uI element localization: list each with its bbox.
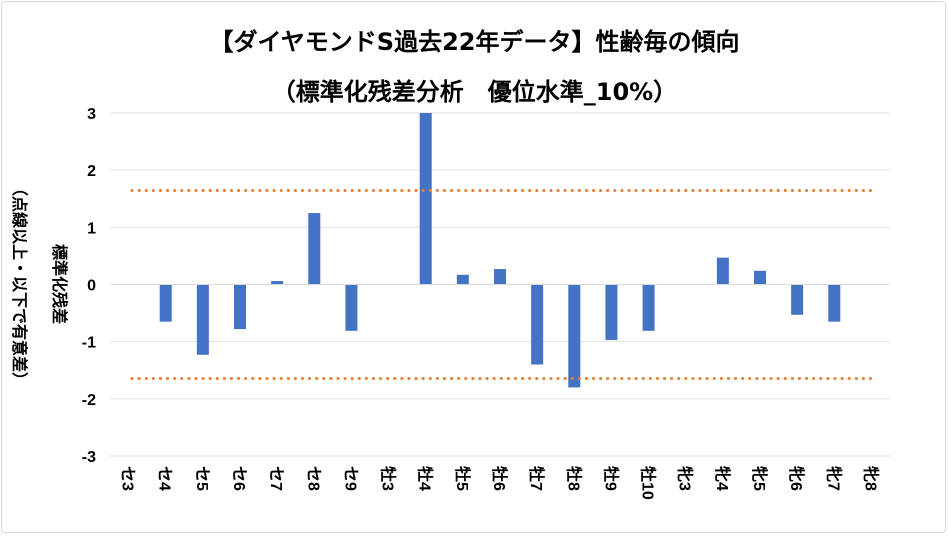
- bar-牡5: [456, 274, 469, 285]
- bar-セ6: [234, 284, 246, 330]
- bar-セ5: [196, 284, 209, 355]
- chart-subtitle: （標準化残差分析 優位水準_10%）: [271, 78, 678, 106]
- x-tick-label: セ8: [304, 466, 321, 491]
- x-tick-label: セ7: [267, 466, 284, 491]
- bar-牡8: [568, 284, 581, 388]
- bar-牡6: [494, 269, 506, 285]
- x-tick-label: 牝5: [750, 466, 769, 491]
- bar-牝5: [754, 270, 766, 285]
- x-tick-label: セ4: [156, 466, 173, 491]
- bar-牝4: [716, 257, 729, 285]
- bar-牝6: [791, 284, 804, 315]
- x-tick-label: 牝6: [787, 466, 806, 491]
- x-tick-label: セ5: [193, 466, 210, 491]
- y-axis-label: 標準化残差: [50, 244, 69, 324]
- x-tick-label: 牝4: [713, 466, 732, 491]
- x-tick-label: 牡4: [416, 466, 435, 491]
- chart-title: 【ダイヤモンドS過去22年データ】性齢毎の傾向: [209, 28, 740, 56]
- x-tick-label: 牡5: [453, 466, 472, 491]
- x-tick-label: 牡9: [601, 466, 620, 491]
- y-tick-label: -3: [82, 449, 96, 466]
- bar-セ8: [308, 213, 321, 285]
- bar-セ7: [271, 281, 284, 285]
- y-tick-label: 2: [87, 163, 96, 180]
- x-tick-label: 牝3: [676, 466, 695, 491]
- x-tick-label: 牡8: [564, 466, 583, 491]
- x-tick-label: セ6: [230, 466, 247, 491]
- x-tick-label: 牝7: [824, 466, 843, 491]
- bar-牡4: [419, 113, 432, 285]
- x-tick-label: 牡3: [379, 466, 398, 491]
- y-tick-label: -1: [82, 335, 96, 352]
- x-tick-label: 牡10: [639, 466, 658, 500]
- x-tick-label: 牡7: [527, 466, 546, 491]
- y-tick-label: 3: [87, 106, 96, 123]
- x-tick-label: セ3: [119, 466, 136, 491]
- y-axis-label-note: （点線以上・以下で有意差）: [10, 180, 29, 388]
- bar-セ9: [345, 284, 358, 331]
- bar-牡9: [605, 284, 618, 340]
- bar-牡7: [531, 284, 544, 365]
- x-tick-label: 牡6: [490, 466, 509, 491]
- y-tick-label: -2: [82, 392, 96, 409]
- x-tick-label: セ9: [341, 466, 358, 491]
- bar-牝7: [828, 284, 841, 322]
- bar-牡10: [642, 284, 655, 331]
- bar-セ4: [159, 284, 172, 322]
- x-tick-label: 牝8: [861, 466, 880, 491]
- y-tick-label: 0: [87, 278, 96, 295]
- y-tick-label: 1: [87, 220, 96, 237]
